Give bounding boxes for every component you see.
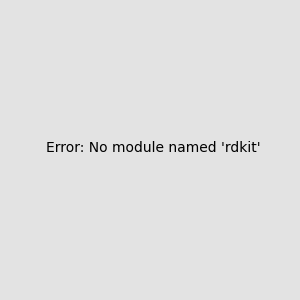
Text: Error: No module named 'rdkit': Error: No module named 'rdkit' [46,140,261,154]
